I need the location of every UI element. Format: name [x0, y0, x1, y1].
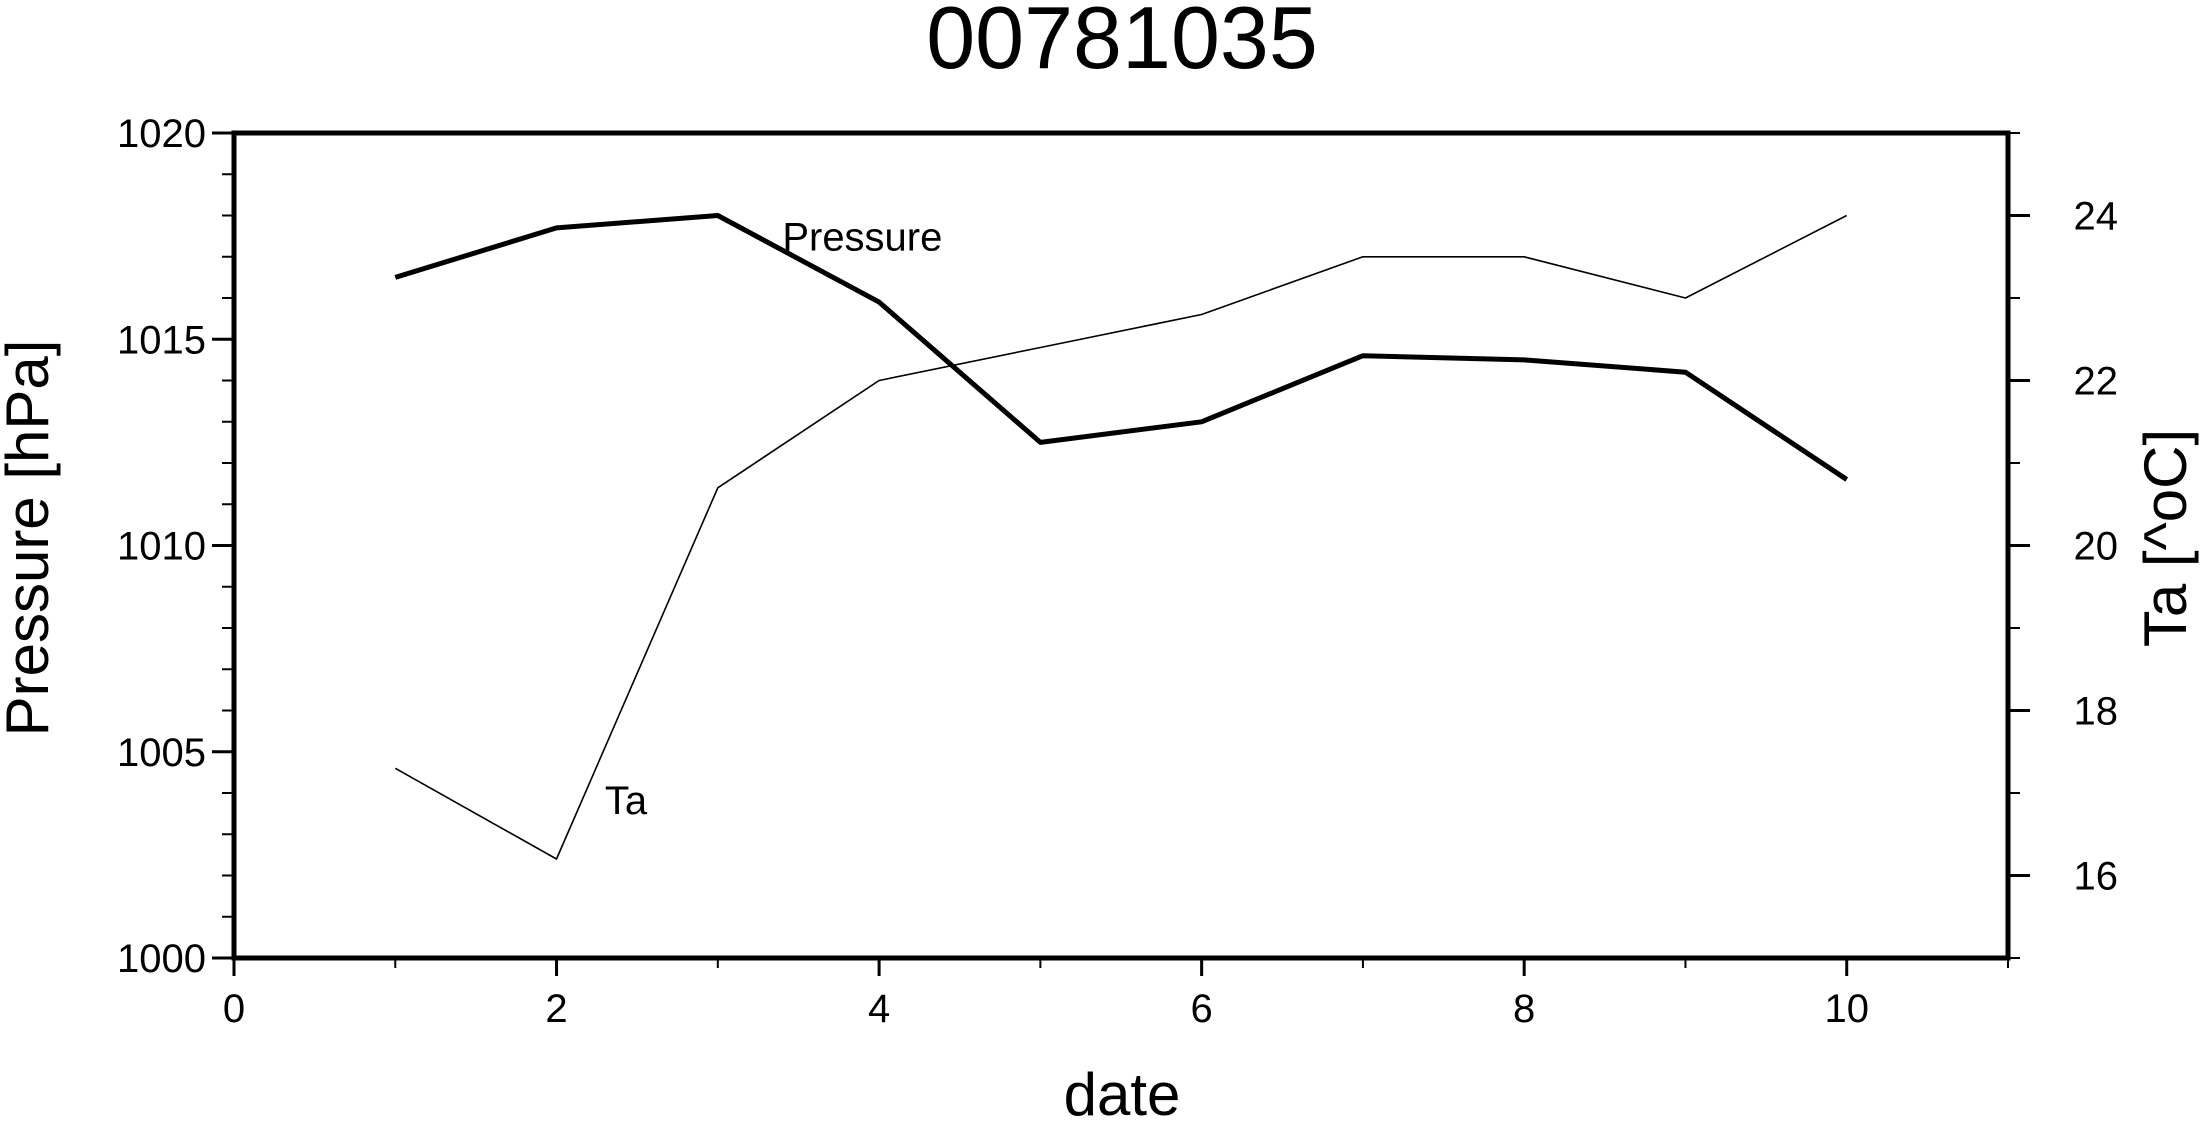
y-right-tick-label: 24 [2074, 195, 2119, 239]
y-left-tick-label: 1010 [117, 525, 206, 569]
x-tick-label: 6 [1191, 987, 1213, 1031]
y-right-tick-label: 20 [2074, 525, 2119, 569]
y-axis-left: 1000 1005 1010 1015 1020 [117, 112, 234, 981]
y-left-tick-label: 1000 [117, 937, 206, 981]
x-axis: 0 2 4 6 8 10 [223, 958, 2008, 1031]
y-left-tick-label: 1020 [117, 112, 206, 156]
y-right-tick-label: 22 [2074, 360, 2119, 404]
x-tick-label: 0 [223, 987, 245, 1031]
y-right-tick-label: 18 [2074, 690, 2119, 734]
x-tick-label: 8 [1513, 987, 1535, 1031]
x-axis-label: date [1064, 1061, 1181, 1119]
y-left-tick-label: 1005 [117, 731, 206, 775]
series-group: Pressure Ta [395, 215, 1847, 859]
plot-frame-rect [234, 133, 2008, 958]
y-axis-left-label: Pressure [hPa] [0, 340, 61, 737]
series-line-pressure [395, 216, 1846, 480]
y-right-tick-label: 16 [2074, 855, 2119, 899]
series-label-pressure: Pressure [782, 216, 942, 260]
y-axis-right: 16 18 20 22 24 [2008, 133, 2118, 958]
y-axis-right-label: Ta [^oC] [2132, 429, 2199, 647]
y-left-tick-label: 1015 [117, 318, 206, 362]
x-tick-label: 2 [545, 987, 567, 1031]
chart-title: 00781035 [926, 0, 1318, 87]
x-tick-label: 4 [868, 987, 890, 1031]
plot-frame [234, 133, 2008, 958]
series-label-ta: Ta [605, 779, 648, 823]
series-line-ta [395, 216, 1846, 860]
x-tick-label: 10 [1824, 987, 1869, 1031]
